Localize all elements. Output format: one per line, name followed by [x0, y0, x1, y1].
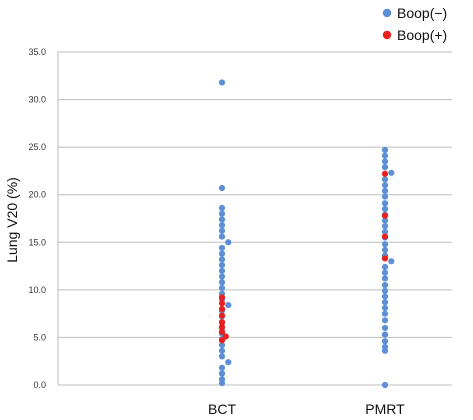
boop-positive-point [381, 212, 389, 219]
boop-positive-point [218, 305, 226, 312]
boop-negative-point [218, 222, 226, 229]
boop-negative-point [381, 275, 389, 282]
boop-negative-point [218, 284, 226, 292]
boop-negative-point [381, 282, 389, 289]
boop-negative-point [218, 233, 226, 240]
boop-negative-point [381, 223, 389, 230]
boop-negative-point [381, 193, 389, 200]
y-tick-label: 25.0 [28, 142, 46, 152]
boop-negative-point [218, 347, 226, 354]
boop-negative-point [381, 304, 389, 312]
boop-negative-point [218, 279, 226, 286]
boop-positive-point [218, 300, 226, 307]
boop-negative-point [218, 204, 226, 212]
boop-positive-point [381, 170, 389, 177]
boop-negative-point [381, 347, 389, 354]
y-tick-label: 35.0 [28, 47, 46, 57]
boop-negative-point [218, 262, 226, 269]
boop-negative-point [381, 146, 389, 154]
boop-negative-point [218, 79, 226, 86]
boop-negative-point [225, 239, 232, 246]
boop-negative-point [218, 210, 226, 217]
boop-negative-point [381, 310, 389, 317]
legend: Boop(−) Boop(+) [382, 5, 447, 43]
boop-positive-point [218, 337, 226, 344]
y-tick-label: 0.0 [33, 380, 46, 390]
boop-negative-point [381, 176, 389, 183]
boop-negative-point [218, 273, 226, 280]
boop-negative-point [218, 216, 226, 223]
y-tick-label: 30.0 [28, 95, 46, 105]
boop-negative-point [381, 152, 389, 159]
boop-negative-point [381, 269, 389, 276]
boop-negative-point [388, 169, 395, 176]
legend-marker [382, 8, 392, 18]
boop-positive-point [218, 319, 226, 326]
boop-negative-point [381, 381, 389, 389]
boop-positive-point [381, 233, 389, 240]
boop-negative-point [218, 353, 226, 360]
y-tick-label: 5.0 [33, 332, 46, 342]
boop-negative-point [218, 244, 226, 252]
y-axis-label: Lung V20 (%) [4, 177, 20, 263]
boop-negative-point [381, 217, 389, 224]
boop-negative-point [381, 228, 389, 235]
boop-negative-point [218, 364, 226, 371]
boop-negative-point [381, 200, 389, 207]
boop-negative-point [381, 187, 389, 195]
boop-negative-point [381, 158, 389, 165]
boop-negative-point [381, 331, 389, 338]
boop-negative-point [218, 184, 226, 192]
boop-negative-point [218, 256, 226, 263]
boop-negative-point [218, 341, 226, 349]
boop-negative-point [381, 293, 389, 300]
y-tick-label: 10.0 [28, 285, 46, 295]
boop-negative-point [381, 317, 389, 324]
boop-positive-point [218, 328, 226, 335]
boop-negative-point [225, 301, 232, 309]
legend-label: Boop(+) [397, 27, 447, 43]
boop-negative-point [225, 359, 232, 366]
boop-negative-point [381, 263, 389, 271]
boop-negative-point [381, 324, 389, 332]
y-tick-label: 15.0 [28, 237, 46, 247]
boop-positive-point [222, 333, 229, 340]
data-points [218, 79, 395, 389]
legend-label: Boop(−) [397, 5, 447, 21]
boop-positive-point [218, 312, 226, 319]
y-tick-label: 20.0 [28, 190, 46, 200]
y-tick-labels: 0.0 5.0 10.0 15.0 20.0 25.0 30.0 35.0 [28, 47, 46, 390]
boop-negative-point [381, 182, 389, 189]
boop-negative-point [218, 267, 226, 274]
boop-negative-point [381, 246, 389, 253]
boop-negative-point [218, 379, 226, 387]
boop-positive-point [381, 255, 389, 262]
boop-negative-point [381, 205, 389, 213]
category-label-pmrt: PMRT [365, 401, 405, 417]
boop-negative-point [218, 227, 226, 234]
category-labels: BCT PMRT [208, 401, 405, 417]
category-label-bct: BCT [208, 401, 236, 417]
boop-negative-point [388, 258, 395, 265]
gridlines [57, 51, 452, 386]
boop-negative-point [218, 370, 226, 377]
boop-positive-point [218, 323, 226, 331]
boop-negative-point [381, 299, 389, 306]
boop-negative-point [381, 287, 389, 294]
boop-negative-point [381, 338, 389, 345]
boop-negative-point [381, 241, 389, 248]
legend-marker [382, 30, 392, 40]
boop-negative-point [381, 164, 389, 171]
boop-positive-point [218, 294, 226, 301]
boop-negative-point [218, 250, 226, 257]
